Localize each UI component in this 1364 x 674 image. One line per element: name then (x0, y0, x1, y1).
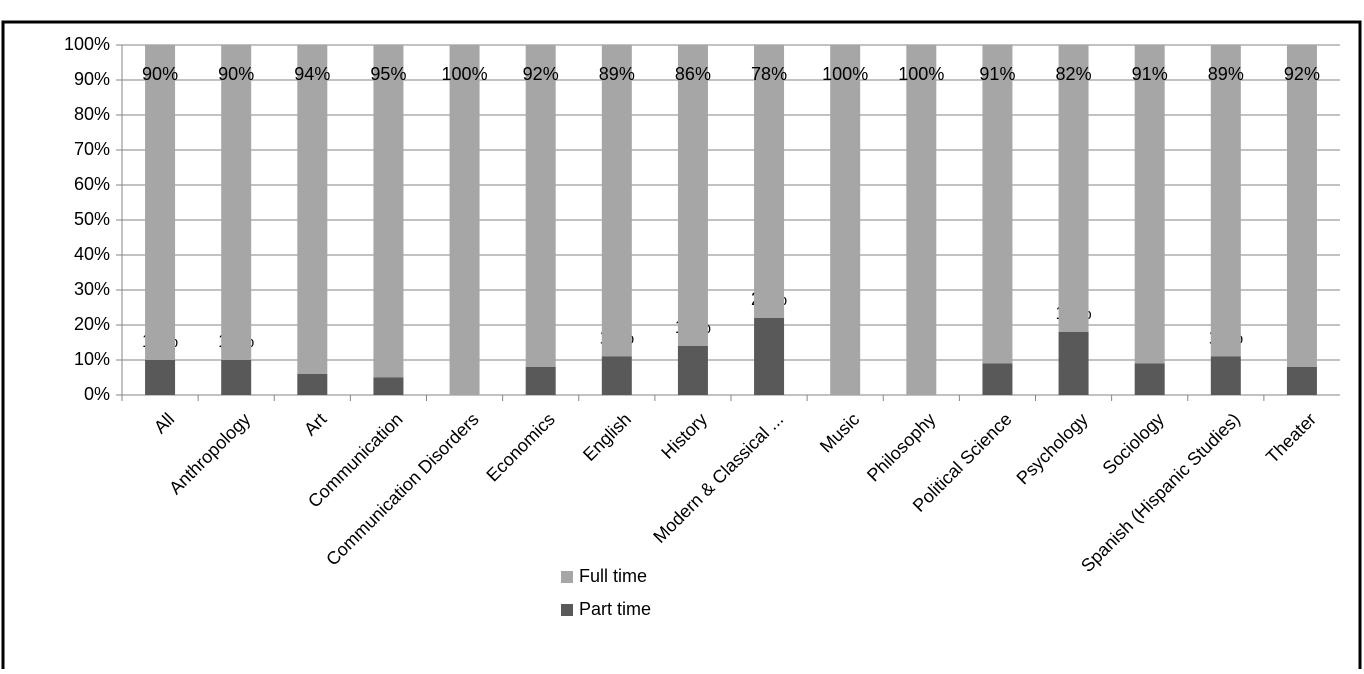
bar-segment (754, 45, 785, 318)
data-label: 100% (442, 64, 488, 84)
data-label: 86% (675, 64, 711, 84)
bar-segment (449, 45, 480, 395)
y-tick-label: 50% (74, 209, 110, 229)
y-tick-label: 60% (74, 174, 110, 194)
bar-segment (982, 363, 1013, 395)
bar-segment (221, 360, 252, 395)
legend-label: Full time (579, 566, 647, 586)
bar-segment (677, 346, 708, 395)
bar-segment (601, 45, 632, 357)
bar-segment (1058, 45, 1089, 332)
data-label: 90% (142, 64, 178, 84)
data-label: 100% (822, 64, 868, 84)
bar-segment (373, 377, 404, 395)
legend-swatch (561, 604, 573, 616)
bar-segment (754, 318, 785, 395)
data-label: 90% (218, 64, 254, 84)
data-label: 94% (294, 64, 330, 84)
bar-segment (1286, 367, 1317, 395)
bar-segment (297, 374, 328, 395)
bar-segment (1058, 332, 1089, 395)
bar-segment (906, 45, 937, 395)
bar-segment (373, 45, 404, 378)
data-label: 89% (599, 64, 635, 84)
bar-segment (1134, 363, 1165, 395)
bar-segment (982, 45, 1013, 364)
y-tick-label: 40% (74, 244, 110, 264)
y-tick-label: 90% (74, 69, 110, 89)
data-label: 82% (1056, 64, 1092, 84)
y-tick-label: 30% (74, 279, 110, 299)
data-label: 100% (898, 64, 944, 84)
bar-segment (677, 45, 708, 346)
bar-segment (525, 367, 556, 395)
y-tick-label: 10% (74, 349, 110, 369)
bar-segment (145, 45, 176, 360)
data-label: 92% (1284, 64, 1320, 84)
y-tick-label: 100% (64, 34, 110, 54)
bar-segment (1286, 45, 1317, 367)
y-tick-label: 80% (74, 104, 110, 124)
bar-segment (145, 360, 176, 395)
bar-segment (1210, 356, 1241, 395)
legend-swatch (561, 571, 573, 583)
data-label: 95% (370, 64, 406, 84)
bar-segment (830, 45, 861, 395)
y-tick-label: 20% (74, 314, 110, 334)
data-label: 92% (523, 64, 559, 84)
bar-segment (221, 45, 252, 360)
bar-segment (1210, 45, 1241, 357)
y-tick-label: 0% (84, 384, 110, 404)
data-label: 91% (979, 64, 1015, 84)
legend-label: Part time (579, 599, 651, 619)
data-label: 89% (1208, 64, 1244, 84)
bar-segment (1134, 45, 1165, 364)
bar-segment (601, 356, 632, 395)
data-label: 78% (751, 64, 787, 84)
bar-segment (297, 45, 328, 374)
data-label: 91% (1132, 64, 1168, 84)
y-tick-label: 70% (74, 139, 110, 159)
bar-segment (525, 45, 556, 367)
